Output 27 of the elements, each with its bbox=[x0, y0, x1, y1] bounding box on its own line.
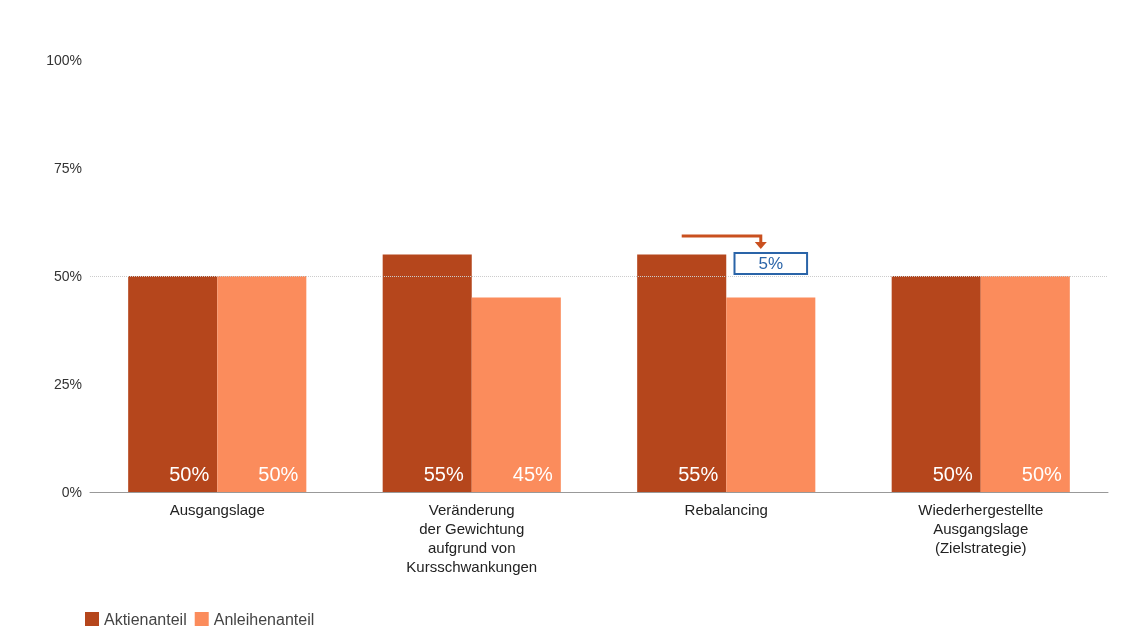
y-tick-label: 100% bbox=[46, 52, 82, 68]
data-label: 55% bbox=[678, 463, 719, 485]
bar bbox=[128, 276, 218, 492]
bar bbox=[891, 276, 981, 492]
bar bbox=[382, 254, 472, 492]
x-tick-label: Veränderung der Gewichtung aufgrund von Kursschwankungen bbox=[406, 501, 538, 575]
annotation: 5% bbox=[758, 254, 784, 273]
data-label: 45% bbox=[512, 463, 554, 485]
data-label: 50% bbox=[258, 463, 299, 485]
bar bbox=[637, 254, 727, 492]
legend-label: Anleihenanteil bbox=[213, 610, 315, 628]
y-tick-label: 50% bbox=[53, 268, 82, 284]
y-tick-label: 0% bbox=[61, 484, 82, 500]
data-label: 50% bbox=[169, 463, 210, 485]
data-label: 50% bbox=[1021, 463, 1063, 485]
bar bbox=[217, 276, 307, 492]
data-label: 55% bbox=[423, 463, 464, 485]
y-tick-label: 75% bbox=[53, 160, 82, 176]
x-tick-label: Wiederhergestellte Ausgangslage (Zielstrategie) bbox=[918, 501, 1044, 556]
bar bbox=[980, 276, 1070, 492]
x-tick-label: Ausgangslage bbox=[169, 501, 265, 518]
legend-label: Aktienanteil bbox=[104, 610, 187, 628]
y-tick-label: 25% bbox=[53, 376, 82, 392]
bar bbox=[471, 297, 561, 492]
data-label: 50% bbox=[932, 463, 973, 485]
x-tick-label: Rebalancing bbox=[684, 501, 768, 518]
bar bbox=[726, 297, 816, 492]
